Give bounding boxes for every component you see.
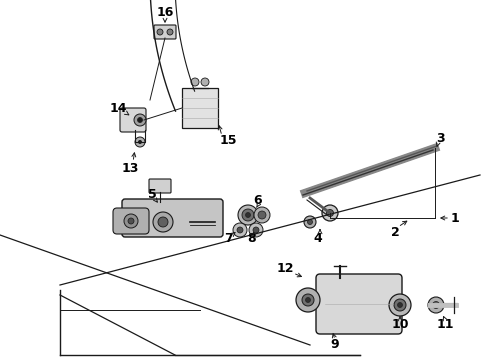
Text: 13: 13 [122, 162, 139, 175]
Circle shape [158, 217, 168, 227]
Circle shape [394, 299, 406, 311]
Circle shape [304, 216, 316, 228]
Circle shape [308, 220, 313, 225]
Circle shape [237, 227, 243, 233]
Text: 11: 11 [436, 319, 454, 332]
Circle shape [128, 218, 134, 224]
Circle shape [191, 78, 199, 86]
FancyBboxPatch shape [122, 199, 223, 237]
Text: 10: 10 [391, 319, 409, 332]
Circle shape [249, 223, 263, 237]
Text: 2: 2 [391, 225, 399, 238]
Circle shape [242, 209, 254, 221]
Circle shape [296, 288, 320, 312]
Text: 4: 4 [314, 231, 322, 244]
Circle shape [397, 302, 402, 307]
Circle shape [134, 114, 146, 126]
Circle shape [253, 227, 259, 233]
Circle shape [124, 214, 138, 228]
Circle shape [138, 117, 143, 122]
Circle shape [157, 29, 163, 35]
Text: 14: 14 [109, 102, 127, 114]
Circle shape [167, 29, 173, 35]
Circle shape [433, 302, 440, 309]
Text: 9: 9 [331, 338, 339, 351]
FancyBboxPatch shape [316, 274, 402, 334]
Circle shape [153, 212, 173, 232]
FancyBboxPatch shape [149, 179, 171, 193]
Circle shape [245, 212, 250, 217]
Circle shape [135, 137, 145, 147]
Circle shape [302, 294, 314, 306]
Text: 7: 7 [223, 231, 232, 244]
Circle shape [326, 210, 334, 216]
Text: 15: 15 [219, 134, 237, 147]
FancyBboxPatch shape [113, 208, 149, 234]
FancyBboxPatch shape [120, 108, 146, 132]
Circle shape [258, 211, 266, 219]
Text: 12: 12 [276, 261, 294, 274]
Text: 6: 6 [254, 194, 262, 207]
Circle shape [322, 205, 338, 221]
Text: 8: 8 [247, 231, 256, 244]
Circle shape [238, 205, 258, 225]
Circle shape [428, 297, 444, 313]
Circle shape [138, 140, 142, 144]
Text: 1: 1 [451, 211, 460, 225]
Text: 16: 16 [156, 5, 173, 18]
Circle shape [389, 294, 411, 316]
Circle shape [201, 78, 209, 86]
Text: 3: 3 [436, 131, 444, 144]
FancyBboxPatch shape [182, 88, 218, 128]
Circle shape [233, 223, 247, 237]
Circle shape [305, 297, 311, 302]
Text: 5: 5 [147, 188, 156, 201]
FancyBboxPatch shape [154, 25, 176, 39]
Circle shape [254, 207, 270, 223]
